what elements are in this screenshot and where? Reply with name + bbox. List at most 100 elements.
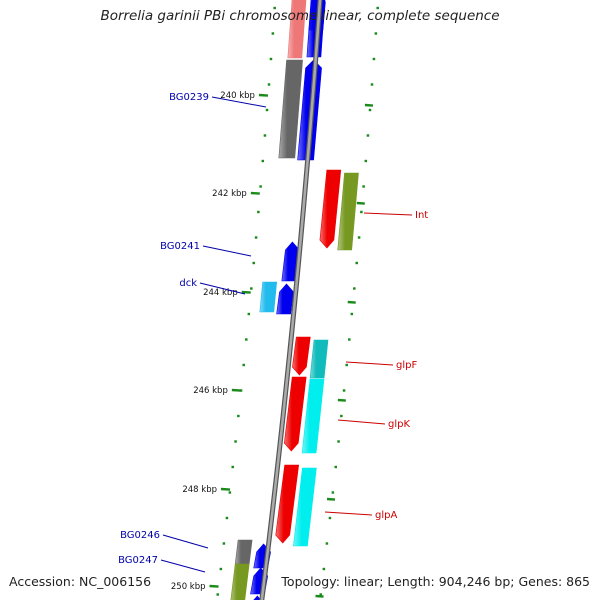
inner-dot [261,159,265,163]
major-tick-outer [337,398,346,402]
map-title: Borrelia garinii PBi chromosome linear, … [100,8,500,24]
gene-arrow [253,595,262,600]
outer-dot [328,516,332,520]
inner-dot [216,593,219,596]
inner-dot [234,440,237,443]
gene-arrow [276,283,294,315]
major-tick-inner [250,191,260,195]
outer-dot [325,542,329,545]
label-leader-line [324,511,373,516]
accession-text: Accession: NC_006156 [9,574,152,589]
label-leader-line [363,212,413,216]
outer-dot [331,491,335,494]
inner-dot [252,261,255,265]
tick-label: 250 kbp [171,582,206,592]
gene-label: BG0239 [169,92,209,103]
outer-dot [370,83,374,86]
backbone-line [260,0,322,600]
inner-dot [231,465,234,469]
gene-arrow [337,172,359,251]
inner-dot [245,338,248,341]
outer-dot [319,593,322,596]
outer-dot [360,210,363,214]
gene-label: glpK [388,419,410,430]
topology-text: Topology: linear; Length: 904,246 bp; Ge… [281,574,590,589]
label-leader-line [199,282,246,295]
inner-dot [222,542,226,545]
inner-dot [242,363,245,367]
label-leader-line [337,419,386,425]
scale-ticks: 240 kbp 242 kbp 244 kbp 246 kbp 248 kbp 250 k… [171,91,374,598]
inner-dot [265,108,269,112]
label-leader-line [211,96,267,108]
outer-dot [340,414,343,418]
tick-label: 246 kbp [193,386,228,396]
major-tick-outer [356,201,365,205]
major-tick-outer [315,594,324,598]
major-tick-inner [231,388,241,392]
inner-dot [271,32,275,35]
inner-dot [263,134,267,137]
gene-arrow [287,0,307,59]
inner-dot [267,83,271,86]
gene-arrow [283,376,307,452]
gene-arrow [301,378,325,454]
outer-dot [353,287,356,290]
gene-label: dck [179,278,197,289]
tick-label: 242 kbp [212,189,247,199]
gene-label: Int [415,210,428,221]
gene-labels: BG0239 BG0241 dck BG0246 BG0247 Int glpF glpK gl… [118,92,428,573]
gene-label: glpA [375,510,397,521]
minor-tick-dots [216,6,379,596]
inner-dot [273,6,276,10]
gene-arrow [292,336,311,376]
gene-label: BG0247 [118,555,158,566]
label-leader-line [345,361,394,366]
gene-arrow [230,563,250,600]
inner-dot [250,287,253,290]
inner-dot [259,185,262,188]
outer-dot [342,389,346,392]
major-tick-outer [326,497,336,501]
major-tick-inner [220,487,231,491]
outer-dot [350,312,354,316]
major-tick-inner [258,93,269,97]
gene-label: glpF [396,360,417,371]
major-tick-inner [241,290,251,294]
outer-dot [364,159,368,163]
chromosome-backbone [259,0,323,600]
gene-arrow [259,281,278,313]
gene-arrow [234,539,253,565]
gene-arrow [278,59,303,159]
outer-dot [345,363,348,367]
inner-dot [257,210,260,214]
label-leader-line [202,245,252,257]
gene-arrow [319,169,342,249]
outer-dot [357,236,361,239]
major-tick-inner [209,584,219,588]
label-leader-line [160,559,206,573]
outer-dot [376,6,379,10]
inner-dot [219,567,223,571]
gene-label: BG0241 [160,241,200,252]
tick-label: 248 kbp [182,485,217,495]
inner-dot [254,236,258,239]
outer-dot [366,134,370,137]
label-leader-line [162,534,209,549]
outer-dot [374,32,378,35]
outer-dot [334,465,337,469]
inner-dot [237,414,240,418]
inner-dot [247,312,251,316]
outer-dot [337,440,340,443]
inner-dot [239,389,243,392]
tick-label: 240 kbp [220,91,255,101]
outer-dot [322,567,326,571]
major-tick-outer [364,103,374,107]
outer-dot [372,57,376,61]
inner-dot [228,491,232,494]
gene-arrow [309,339,329,379]
tick-label: 244 kbp [203,288,238,298]
outer-dot [362,185,365,188]
